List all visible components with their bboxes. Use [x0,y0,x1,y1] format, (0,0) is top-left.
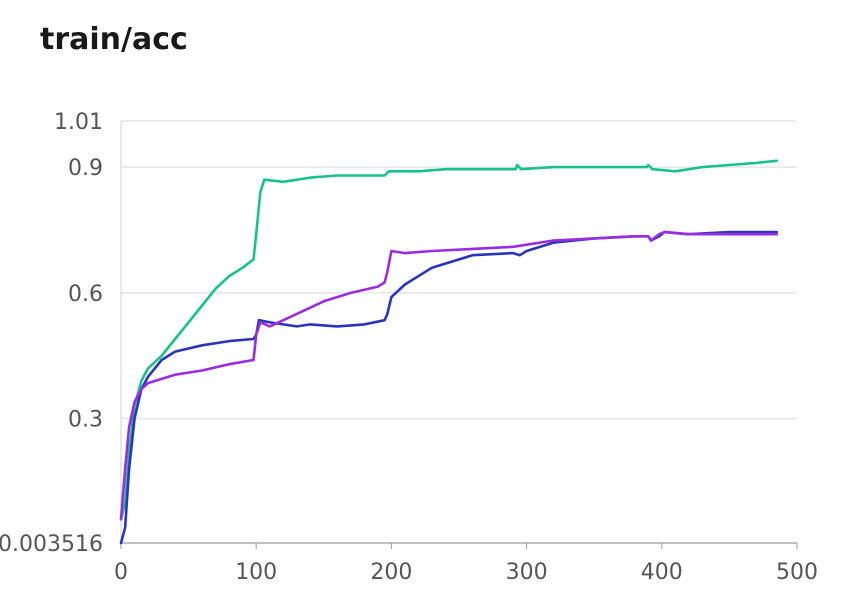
axes [120,121,797,544]
y-tick-label: 1.01 [54,110,103,135]
series-line-1 [119,159,778,521]
x-tick-labels: 0 100 200 300 400 500 [114,543,818,585]
y-tick-label: 0.6 [68,282,103,307]
y-tick-label: 0.9 [68,156,103,181]
chart-title: train/acc [40,22,188,57]
series-line-2 [119,230,778,545]
x-tick-label: 400 [641,560,683,585]
x-tick-label: 500 [776,560,818,585]
y-tick-labels: 0.003516 0.3 0.6 0.9 1.01 [0,110,103,557]
x-tick-label: 300 [506,560,548,585]
grid-lines [121,120,797,420]
x-tick-label: 200 [370,560,412,585]
y-tick-label: 0.003516 [0,532,103,557]
series-line-3 [119,230,778,521]
series-lines [119,159,778,545]
x-tick-label: 0 [114,560,128,585]
x-tick-label: 100 [235,560,277,585]
y-tick-label: 0.3 [68,408,103,433]
